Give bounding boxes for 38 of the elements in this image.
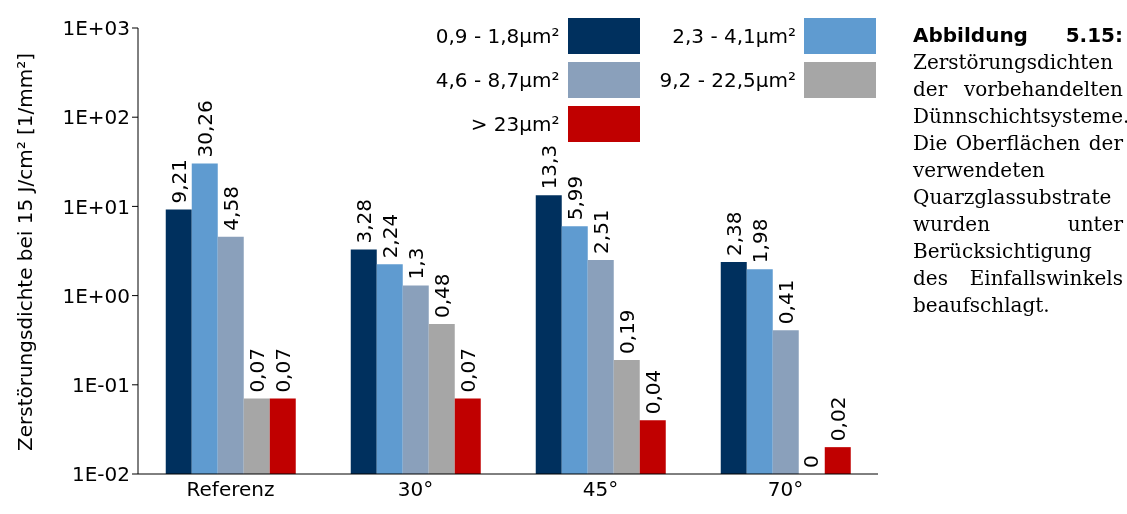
y-tick-label: 1E+02	[62, 105, 130, 130]
legend-label: > 23µm²	[470, 112, 560, 136]
data-label: 1,3	[403, 247, 428, 280]
data-label: 2,24	[377, 213, 402, 259]
legend-label: 0,9 - 1,8µm²	[435, 24, 560, 48]
data-label: 4,58	[218, 186, 243, 231]
data-label: 0,07	[244, 348, 269, 393]
y-tick-label: 1E-01	[71, 372, 130, 397]
data-label: 0,04	[640, 369, 665, 415]
x-tick-label: 70°	[767, 477, 804, 502]
data-label: 2,51	[588, 209, 613, 254]
data-label: 1,98	[747, 218, 772, 264]
data-label: 9,21	[166, 159, 191, 204]
text: 0	[799, 455, 824, 468]
data-label: 13,3	[536, 144, 561, 190]
text: Abbildung 5.15:	[913, 23, 1123, 47]
y-tick-label: 1E+03	[62, 16, 130, 41]
data-label: 0,41	[773, 279, 798, 325]
y-axis-title: Zerstörungsdichte bei 15 J/cm² [1/mm²]	[13, 52, 38, 451]
data-label: 30,26	[192, 100, 217, 158]
data-label: 2,38	[721, 211, 746, 257]
data-label: 0,48	[429, 273, 454, 319]
x-tick-label: 45°	[582, 477, 619, 502]
y-tick-label: 1E+00	[62, 283, 130, 308]
legend-label: 4,6 - 8,7µm²	[435, 68, 560, 92]
data-label: 5,99	[562, 175, 587, 221]
data-label: 0,07	[270, 348, 295, 393]
y-tick-label: 1E-02	[71, 462, 130, 487]
legend-label: 2,3 - 4,1µm²	[672, 24, 796, 48]
data-label: 0,07	[455, 348, 480, 393]
x-tick-label: 30°	[397, 477, 434, 502]
data-label: 0,02	[825, 396, 850, 442]
y-tick-label: 1E+01	[62, 194, 130, 219]
text: Zerstörungsdichten der vorbehandelten Dünnschichtsysteme. Die Oberflächen der verwendeten Quarzglassubstrate wurden unter Berücksichtigung des Einfallswinkels beaufschlagt.	[913, 50, 1127, 317]
data-label: 3,28	[351, 199, 376, 244]
legend-label: 9,2 - 22,5µm²	[659, 68, 796, 92]
x-tick-label: Referenz	[186, 477, 275, 502]
data-label: 0,19	[614, 309, 639, 354]
